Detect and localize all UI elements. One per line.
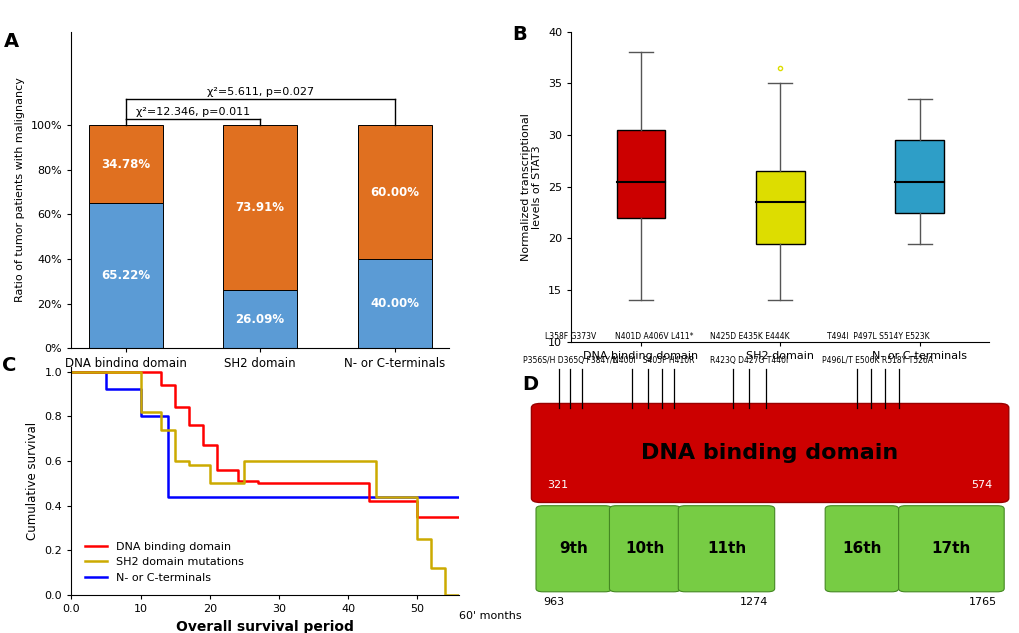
Legend: Stage I-II, Stage III-IV: Stage I-II, Stage III-IV xyxy=(152,376,368,399)
Bar xyxy=(89,125,162,203)
Text: D: D xyxy=(522,375,538,394)
FancyBboxPatch shape xyxy=(609,506,680,592)
Text: A: A xyxy=(3,32,18,51)
Text: 16th: 16th xyxy=(842,541,880,556)
FancyBboxPatch shape xyxy=(531,403,1008,503)
Text: 17th: 17th xyxy=(930,541,970,556)
Y-axis label: Normalized transcriptional
levels of STAT3: Normalized transcriptional levels of STA… xyxy=(521,113,542,261)
Text: 73.91%: 73.91% xyxy=(235,201,284,214)
FancyBboxPatch shape xyxy=(898,506,1003,592)
FancyBboxPatch shape xyxy=(755,171,804,244)
Bar xyxy=(358,125,431,259)
Text: 321: 321 xyxy=(547,480,568,489)
Text: 34.78%: 34.78% xyxy=(101,158,150,170)
Text: 40.00%: 40.00% xyxy=(370,297,419,310)
Text: χ²=5.611, p=0.027: χ²=5.611, p=0.027 xyxy=(206,87,314,97)
Text: L358F G373V: L358F G373V xyxy=(544,332,595,341)
Text: 65.22%: 65.22% xyxy=(101,269,150,282)
Y-axis label: Cumulative survival: Cumulative survival xyxy=(26,422,39,540)
Text: C: C xyxy=(2,356,16,375)
Text: 26.09%: 26.09% xyxy=(235,313,284,325)
Text: 574: 574 xyxy=(970,480,991,489)
Text: N425D E435K E444K: N425D E435K E444K xyxy=(709,332,789,341)
Text: 60' months: 60' months xyxy=(459,611,521,621)
Text: 963: 963 xyxy=(542,597,564,607)
FancyBboxPatch shape xyxy=(615,130,664,218)
Text: P496L/T E506K R518Y T526A: P496L/T E506K R518Y T526A xyxy=(821,356,932,365)
X-axis label: Overall survival period: Overall survival period xyxy=(176,620,354,633)
Text: 1765: 1765 xyxy=(968,597,997,607)
Y-axis label: Ratio of tumor patients with malignancy: Ratio of tumor patients with malignancy xyxy=(15,77,25,303)
FancyBboxPatch shape xyxy=(678,506,774,592)
Text: R423Q D427G T440I: R423Q D427G T440I xyxy=(709,356,788,365)
Text: 1274: 1274 xyxy=(739,597,767,607)
Bar xyxy=(223,125,297,290)
Text: 11th: 11th xyxy=(706,541,745,556)
Text: DNA binding domain: DNA binding domain xyxy=(641,443,898,463)
Text: 60.00%: 60.00% xyxy=(370,185,419,199)
Bar xyxy=(223,290,297,348)
Text: 10th: 10th xyxy=(625,541,664,556)
FancyBboxPatch shape xyxy=(536,506,611,592)
Text: 9th: 9th xyxy=(558,541,588,556)
Text: N400I   S405F H410R: N400I S405F H410R xyxy=(612,356,694,365)
FancyBboxPatch shape xyxy=(824,506,898,592)
Text: N401D A406V L411*: N401D A406V L411* xyxy=(614,332,693,341)
Text: B: B xyxy=(513,25,527,44)
Bar xyxy=(358,259,431,348)
Text: T494I  P497L S514Y E523K: T494I P497L S514Y E523K xyxy=(825,332,928,341)
FancyBboxPatch shape xyxy=(895,141,944,213)
Text: χ²=12.346, p=0.011: χ²=12.346, p=0.011 xyxy=(136,108,250,118)
Legend: DNA binding domain, SH2 domain mutations, N- or C-terminals: DNA binding domain, SH2 domain mutations… xyxy=(81,537,249,587)
Text: P356S/H D365Q F384Y/L: P356S/H D365Q F384Y/L xyxy=(523,356,616,365)
Bar xyxy=(89,203,162,348)
